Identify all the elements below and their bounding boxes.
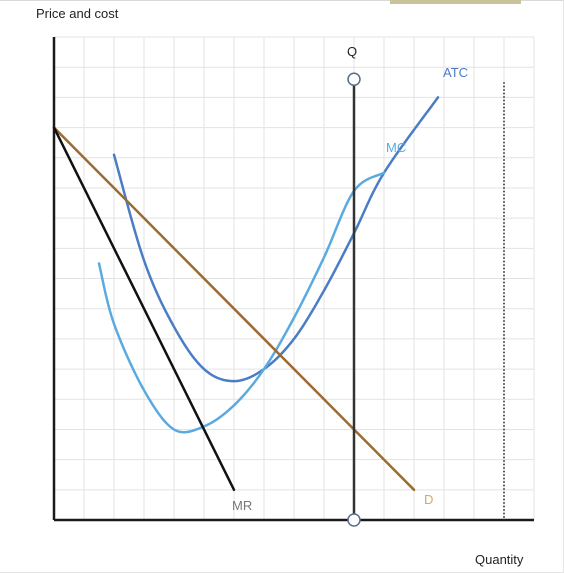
label-atc: ATC: [443, 65, 468, 80]
label-mc: MC: [386, 140, 406, 155]
toolbar-accent: [390, 0, 521, 4]
y-axis-title: Price and cost: [36, 6, 119, 21]
series-mc-curve: [97, 171, 386, 434]
plot-grid: [53, 36, 535, 521]
label-d: D: [424, 492, 433, 507]
q-line-bottom-handle: [347, 513, 361, 527]
axes: [52, 37, 534, 522]
label-mr: MR: [232, 498, 252, 513]
x-axis-title: Quantity: [475, 552, 524, 567]
q-line-top-handle: [347, 72, 361, 87]
label-q: Q: [347, 44, 357, 59]
series-layer: [52, 96, 440, 492]
series-mr-curve: [52, 126, 236, 492]
q-line-layer: [347, 72, 361, 527]
